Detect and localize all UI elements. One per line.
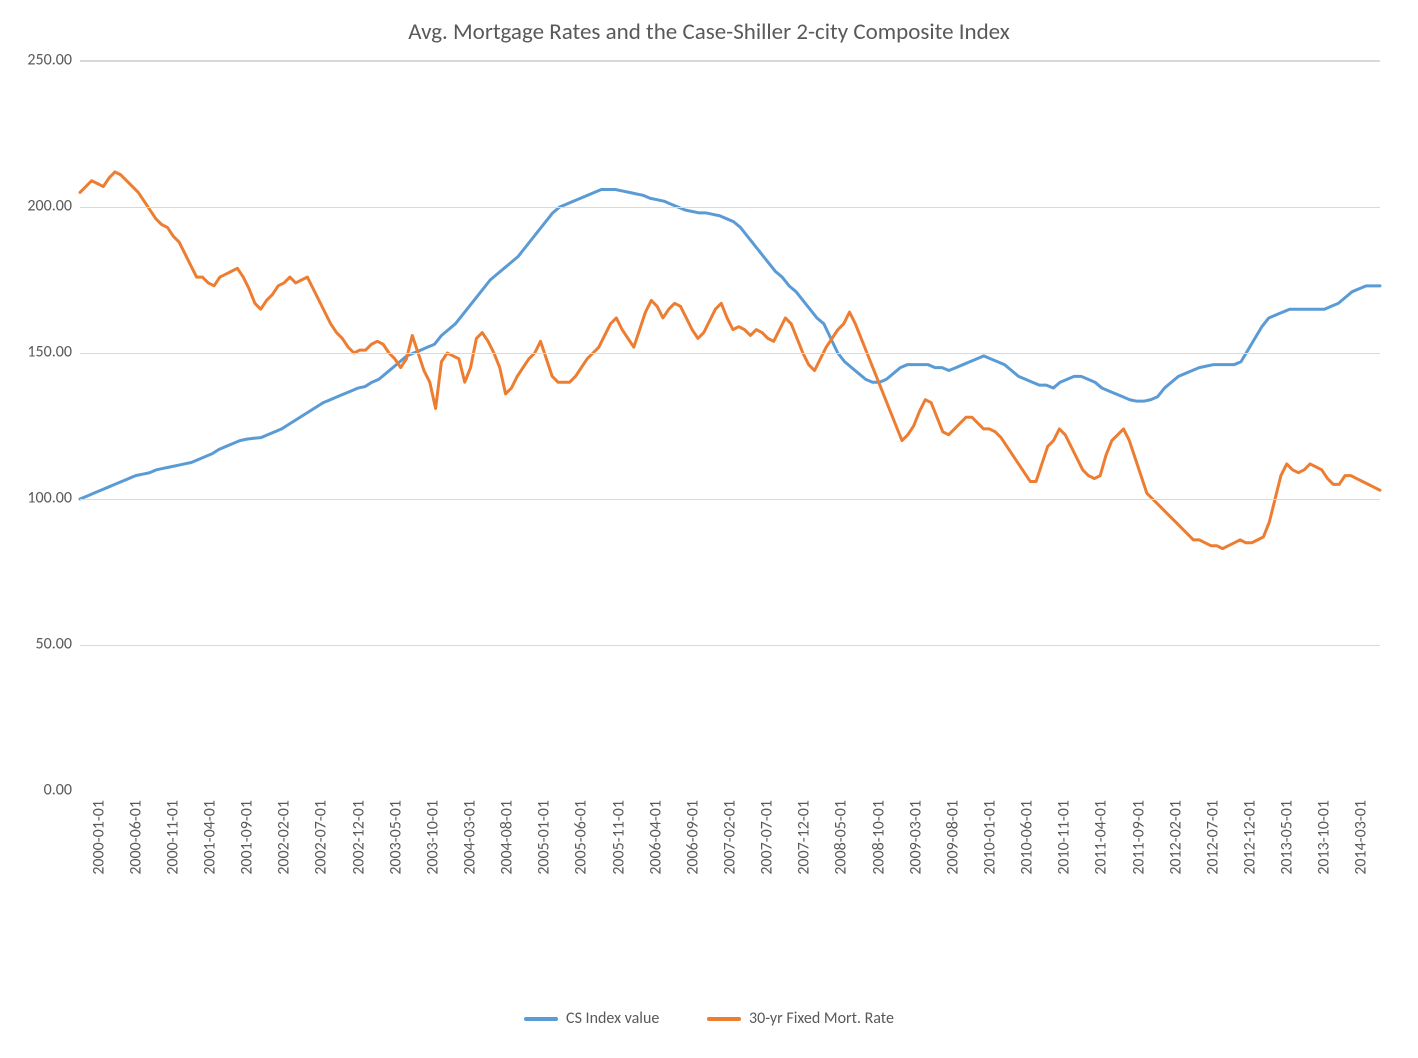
x-tick-label: 2004-08-01 [498,800,517,875]
y-tick-label: 150.00 [0,343,72,362]
legend-label: CS Index value [566,1009,659,1028]
x-tick-label: 2012-07-01 [1203,800,1222,875]
legend-swatch [707,1017,741,1021]
series-mort-rate [80,172,1380,549]
legend-item-cs-index: CS Index value [524,1009,659,1028]
x-tick-label: 2013-10-01 [1315,800,1334,875]
x-axis-labels: 2000-01-01 2000-06-01 2000-11-01 2001-04-01… [80,800,1380,960]
x-tick-label: 2011-04-01 [1092,800,1111,875]
x-tick-label: 2006-09-01 [683,800,702,875]
series-cs-index [80,189,1380,499]
chart-title: Avg. Mortgage Rates and the Case-Shiller… [0,18,1418,46]
x-tick-label: 2007-02-01 [721,800,740,875]
chart-container: Avg. Mortgage Rates and the Case-Shiller… [0,0,1418,1058]
gridline [80,499,1380,500]
x-tick-label: 2010-06-01 [1018,800,1037,875]
x-tick-label: 2008-10-01 [869,800,888,875]
x-tick-label: 2005-11-01 [609,800,628,875]
plot-area [80,60,1380,791]
gridline [80,207,1380,208]
x-tick-label: 2001-04-01 [201,800,220,875]
x-tick-label: 2002-12-01 [349,800,368,875]
x-tick-label: 2006-04-01 [646,800,665,875]
x-tick-label: 2000-06-01 [126,800,145,875]
x-tick-label: 2009-03-01 [906,800,925,875]
y-tick-label: 200.00 [0,197,72,216]
x-tick-label: 2009-08-01 [943,800,962,875]
x-tick-label: 2007-07-01 [758,800,777,875]
gridline [80,61,1380,62]
x-tick-label: 2003-10-01 [423,800,442,875]
x-tick-label: 2001-09-01 [238,800,257,875]
x-tick-label: 2010-11-01 [1055,800,1074,875]
y-tick-label: 100.00 [0,489,72,508]
x-tick-label: 2010-01-01 [981,800,1000,875]
x-tick-label: 2004-03-01 [461,800,480,875]
x-tick-label: 2000-11-01 [163,800,182,875]
x-tick-label: 2002-07-01 [312,800,331,875]
x-tick-label: 2002-02-01 [275,800,294,875]
x-tick-label: 2014-03-01 [1352,800,1371,875]
legend-item-mort-rate: 30-yr Fixed Mort. Rate [707,1009,894,1028]
y-tick-label: 50.00 [0,635,72,654]
legend-swatch [524,1017,558,1021]
x-tick-label: 2012-12-01 [1241,800,1260,875]
y-axis-labels: 0.0050.00100.00150.00200.00250.00 [0,60,72,790]
x-tick-label: 2012-02-01 [1166,800,1185,875]
legend: CS Index value 30-yr Fixed Mort. Rate [0,1007,1418,1029]
x-tick-label: 2005-01-01 [535,800,554,875]
y-tick-label: 250.00 [0,51,72,70]
x-tick-label: 2005-06-01 [572,800,591,875]
gridline [80,353,1380,354]
legend-label: 30-yr Fixed Mort. Rate [749,1009,894,1028]
x-tick-label: 2008-05-01 [832,800,851,875]
x-tick-label: 2000-01-01 [89,800,108,875]
x-tick-label: 2003-05-01 [386,800,405,875]
x-tick-label: 2011-09-01 [1129,800,1148,875]
x-tick-label: 2013-05-01 [1278,800,1297,875]
y-tick-label: 0.00 [0,781,72,800]
x-tick-label: 2007-12-01 [795,800,814,875]
gridline [80,645,1380,646]
line-series-svg [80,61,1380,791]
